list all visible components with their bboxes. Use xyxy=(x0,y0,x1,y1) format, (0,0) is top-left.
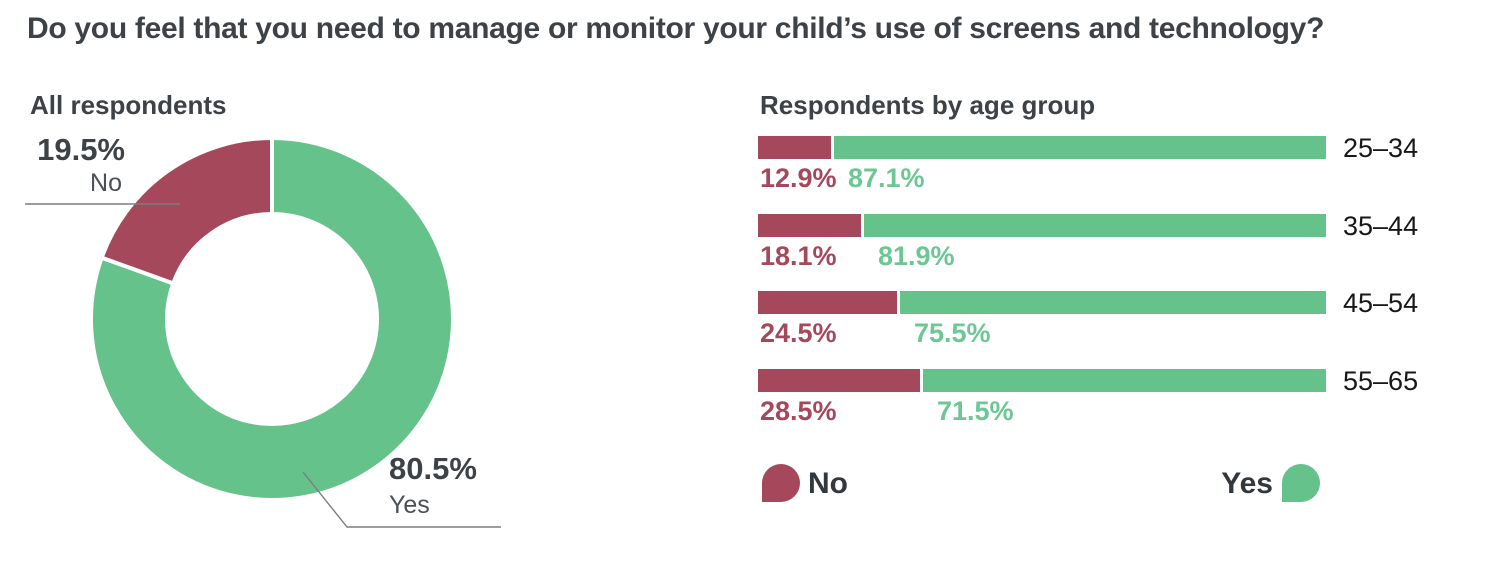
donut-panel-heading: All respondents xyxy=(30,90,227,120)
bar-segment-no xyxy=(758,369,920,392)
legend-no-pin-icon xyxy=(762,464,800,502)
age-group-label: 55–65 xyxy=(1343,366,1419,396)
bar-row: 24.5% 75.5% 45–54 xyxy=(758,288,1418,351)
bar-row: 18.1% 81.9% 35–44 xyxy=(758,211,1418,274)
donut-no-label: No xyxy=(90,169,122,197)
bar-segment-yes xyxy=(834,136,1326,159)
age-group-label: 25–34 xyxy=(1343,133,1419,163)
bar-value-yes: 87.1% xyxy=(848,163,925,193)
bar-value-yes: 71.5% xyxy=(937,396,1014,426)
age-group-label: 45–54 xyxy=(1343,288,1419,318)
bar-segment-yes xyxy=(923,369,1326,392)
bar-value-no: 18.1% xyxy=(760,241,837,271)
stacked-bar xyxy=(758,291,1326,314)
stacked-bar xyxy=(758,369,1326,392)
donut-no-value: 19.5% xyxy=(37,132,125,167)
bar-value-no: 12.9% xyxy=(760,163,837,193)
bars-panel-heading: Respondents by age group xyxy=(760,90,1096,120)
bar-value-no: 28.5% xyxy=(760,396,837,426)
bar-segment-no xyxy=(758,136,831,159)
legend-yes-pin-icon xyxy=(1282,464,1320,502)
age-group-label: 35–44 xyxy=(1343,211,1419,241)
stacked-bar xyxy=(758,214,1326,237)
legend-no-label: No xyxy=(808,467,848,500)
donut-segment-yes xyxy=(89,135,455,502)
donut-segment-no xyxy=(99,135,274,286)
bar-value-no: 24.5% xyxy=(760,318,837,348)
donut-yes-value: 80.5% xyxy=(389,451,477,486)
bar-segment-no xyxy=(758,214,861,237)
legend-yes-label: Yes xyxy=(1221,467,1273,500)
donut-yes-label: Yes xyxy=(389,491,430,519)
bar-segment-no xyxy=(758,291,897,314)
stacked-bar xyxy=(758,136,1326,159)
bar-value-yes: 81.9% xyxy=(878,241,955,271)
bar-row: 28.5% 71.5% 55–65 xyxy=(758,366,1418,429)
bar-segment-yes xyxy=(900,291,1326,314)
bar-segment-yes xyxy=(864,214,1326,237)
bar-row: 12.9% 87.1% 25–34 xyxy=(758,133,1418,196)
bar-value-yes: 75.5% xyxy=(914,318,991,348)
page-title: Do you feel that you need to manage or m… xyxy=(27,12,1325,45)
